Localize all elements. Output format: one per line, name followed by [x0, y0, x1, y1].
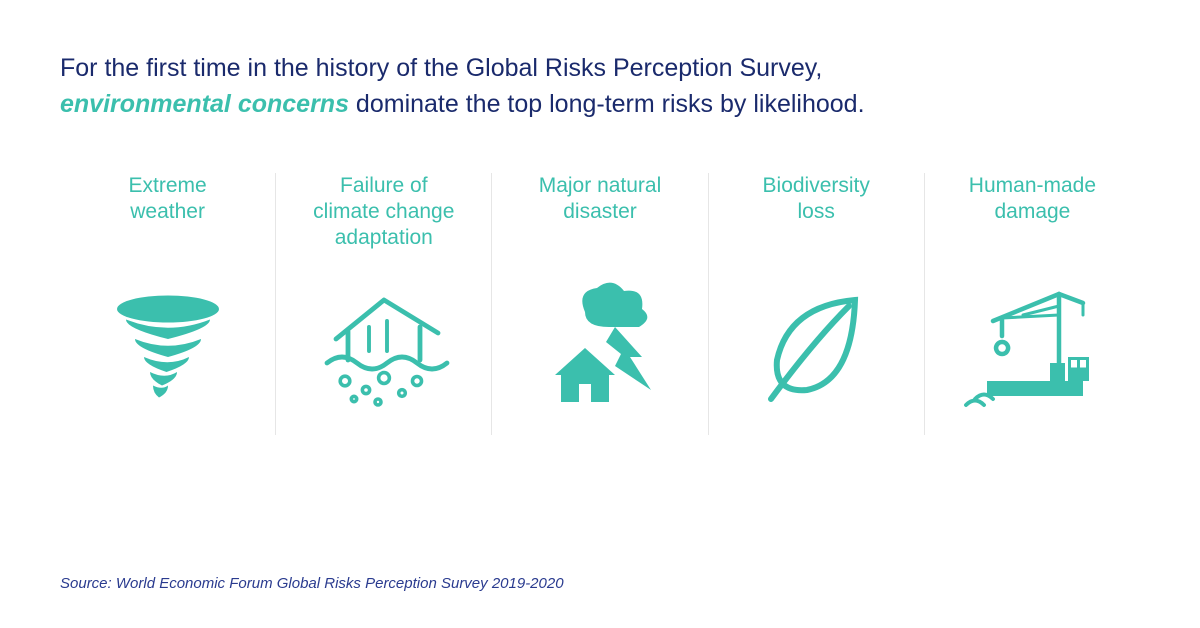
- risk-label: Biodiversity loss: [727, 173, 906, 255]
- headline-emphasis: environmental concerns: [60, 90, 349, 118]
- risk-label: Major natural disaster: [510, 173, 689, 255]
- leaf-icon: [727, 255, 906, 435]
- risk-biodiversity: Biodiversity loss: [709, 173, 925, 435]
- risk-label: Human-made damage: [943, 173, 1122, 255]
- headline: For the first time in the history of the…: [60, 50, 1140, 123]
- flood-house-icon: [294, 255, 473, 435]
- risks-row: Extreme weather Failure of climate chang…: [60, 173, 1140, 435]
- risk-label: Extreme weather: [78, 173, 257, 255]
- risk-climate-adaptation: Failure of climate change adaptation: [276, 173, 492, 435]
- crane-dock-icon: [943, 255, 1122, 435]
- risk-label: Failure of climate change adaptation: [294, 173, 473, 255]
- risk-human-made: Human-made damage: [925, 173, 1140, 435]
- risk-extreme-weather: Extreme weather: [60, 173, 276, 435]
- source-attribution: Source: World Economic Forum Global Risk…: [60, 575, 564, 592]
- risk-natural-disaster: Major natural disaster: [492, 173, 708, 435]
- tornado-icon: [78, 255, 257, 435]
- headline-pre: For the first time in the history of the…: [60, 54, 822, 82]
- storm-house-icon: [510, 255, 689, 435]
- headline-post: dominate the top long-term risks by like…: [349, 90, 865, 118]
